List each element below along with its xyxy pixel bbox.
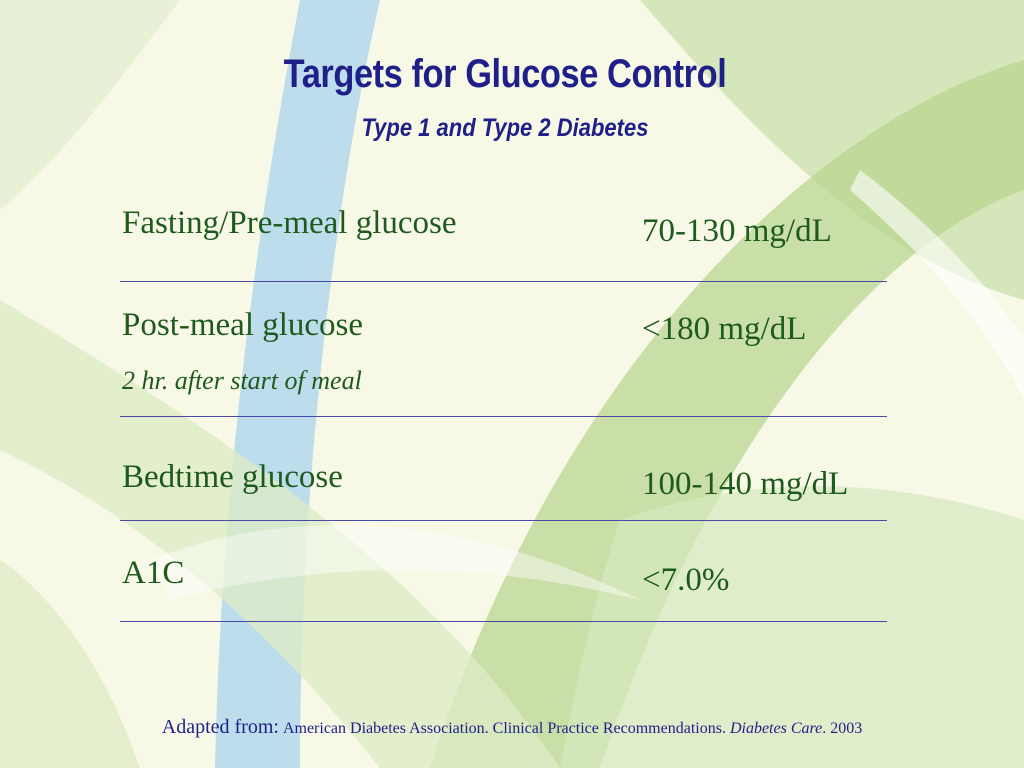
row-value: <180 mg/dL — [642, 311, 807, 347]
row-label: Bedtime glucose — [122, 459, 343, 495]
citation-year: . 2003 — [822, 720, 863, 737]
row-note: 2 hr. after start of meal — [122, 366, 362, 395]
citation-footer: Adapted from: American Diabetes Associat… — [0, 716, 1024, 739]
row-value: <7.0% — [642, 562, 730, 598]
row-label: Post-meal glucose — [122, 307, 364, 343]
row-divider — [120, 416, 887, 417]
row-value: 70-130 mg/dL — [642, 213, 832, 249]
citation-source: American Diabetes Association. Clinical … — [282, 720, 726, 737]
row-label: Fasting/Pre-meal glucose — [122, 205, 457, 241]
citation-lead: Adapted from: — [161, 716, 279, 738]
row-divider — [120, 520, 887, 521]
slide-title: Targets for Glucose Control — [283, 52, 727, 96]
citation-journal: Diabetes Care — [729, 720, 823, 737]
row-label: A1C — [122, 555, 185, 591]
row-divider — [120, 281, 887, 282]
slide-subtitle: Type 1 and Type 2 Diabetes — [361, 114, 649, 142]
row-divider — [120, 621, 887, 622]
row-value: 100-140 mg/dL — [642, 466, 849, 502]
